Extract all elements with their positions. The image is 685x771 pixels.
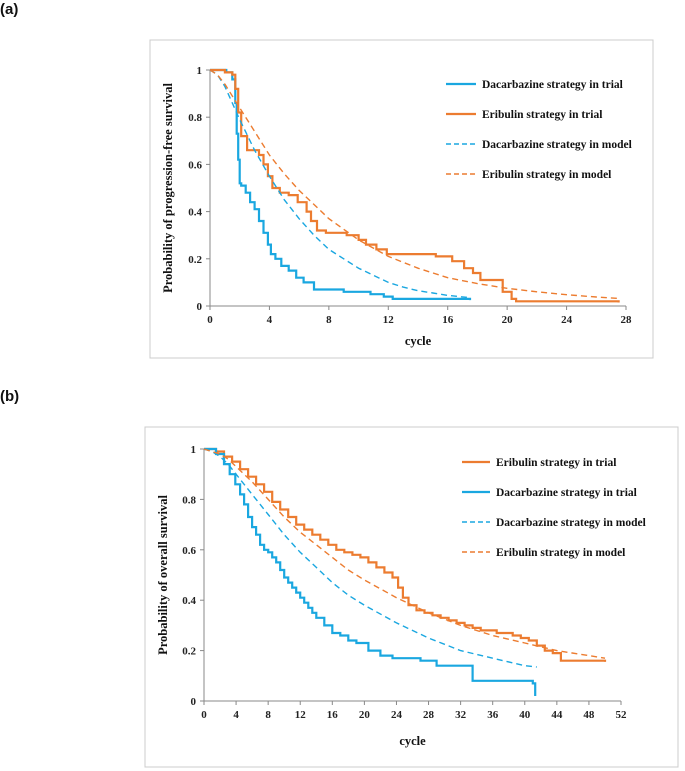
chart-b: 0 4 8 12 16 20 24 28 32 36 40 44 48 5200.20.40.60.81c… (144, 426, 679, 768)
legend-label: Eribulin strategy in model (496, 547, 625, 559)
x-tick-label: 32 (455, 709, 467, 721)
y-tick-label: 1 (191, 444, 197, 456)
legend-label: Eribulin strategy in trial (496, 457, 616, 469)
y-tick-label: 0.6 (182, 545, 196, 557)
legend-label: Dacarbazine strategy in model (482, 139, 632, 151)
x-tick-label: 4 (233, 709, 239, 721)
x-tick-label: 48 (583, 709, 595, 721)
chart-frame (149, 39, 654, 359)
y-tick-label: 0.8 (182, 494, 196, 506)
y-tick-label: 0 (191, 696, 197, 708)
x-tick-label: 36 (487, 709, 499, 721)
y-axis-title: Probability of progression-free survival (161, 83, 175, 293)
chart-frame (144, 426, 679, 768)
x-axis-title: cycle (399, 734, 426, 748)
panel-label-b: (b) (0, 388, 20, 405)
x-tick-label: 8 (265, 709, 271, 721)
legend-label: Eribulin strategy in model (482, 169, 611, 181)
x-tick-label: 44 (551, 709, 563, 721)
x-tick-label: 0 (201, 709, 207, 721)
x-tick-label: 52 (616, 709, 628, 721)
y-tick-label: 0 (197, 301, 203, 313)
x-tick-label: 12 (295, 709, 307, 721)
y-tick-label: 0.6 (188, 159, 202, 171)
y-tick-label: 0.2 (188, 254, 202, 266)
x-tick-label: 4 (267, 314, 273, 326)
panel-label-a: (a) (0, 1, 19, 18)
x-tick-label: 28 (423, 709, 435, 721)
legend-label: Eribulin strategy in trial (482, 109, 602, 121)
x-tick-label: 24 (561, 314, 573, 326)
y-tick-label: 0.4 (182, 595, 196, 607)
series-dacarbazine-strategy-in-trial (210, 68, 472, 301)
legend: Dacarbazine strategy in trial Eribulin st… (446, 79, 632, 181)
series-dacarbazine-strategy-in-model (209, 69, 471, 299)
legend-label: Dacarbazine strategy in trial (496, 487, 637, 499)
x-tick-label: 8 (326, 314, 332, 326)
x-tick-label: 40 (519, 709, 531, 721)
x-tick-label: 16 (442, 314, 454, 326)
x-tick-label: 20 (359, 709, 371, 721)
legend: Eribulin strategy in trial Dacarbazine st… (462, 457, 646, 559)
y-tick-label: 0.8 (188, 112, 202, 124)
chart-a: 0 4 8 12 16 20 24 28 0 0.2 0.4 0.6 0.8 1 cycle Probabil… (149, 39, 654, 359)
series-dacarbazine-strategy-in-trial (204, 447, 537, 696)
x-tick-label: 20 (502, 314, 514, 326)
y-tick-label: 1 (197, 65, 203, 77)
x-tick-label: 12 (383, 314, 395, 326)
legend-label: Dacarbazine strategy in trial (482, 79, 623, 91)
series-eribulin-strategy-in-trial (210, 68, 620, 303)
y-tick-label: 0.2 (182, 646, 196, 658)
y-tick-label: 0.4 (188, 207, 202, 219)
x-tick-label: 16 (327, 709, 339, 721)
x-tick-label: 24 (391, 709, 403, 721)
series-eribulin-strategy-in-model (203, 448, 606, 659)
x-tick-label: 0 (207, 314, 213, 326)
series-eribulin-strategy-in-trial (204, 447, 607, 662)
series-dacarbazine-strategy-in-model (203, 448, 537, 668)
y-axis-title: Probability of overall survival (156, 495, 170, 655)
x-tick-label: 28 (621, 314, 633, 326)
series-eribulin-strategy-in-model (209, 69, 619, 300)
legend-label: Dacarbazine strategy in model (496, 517, 646, 529)
x-axis-title: cycle (405, 334, 432, 348)
